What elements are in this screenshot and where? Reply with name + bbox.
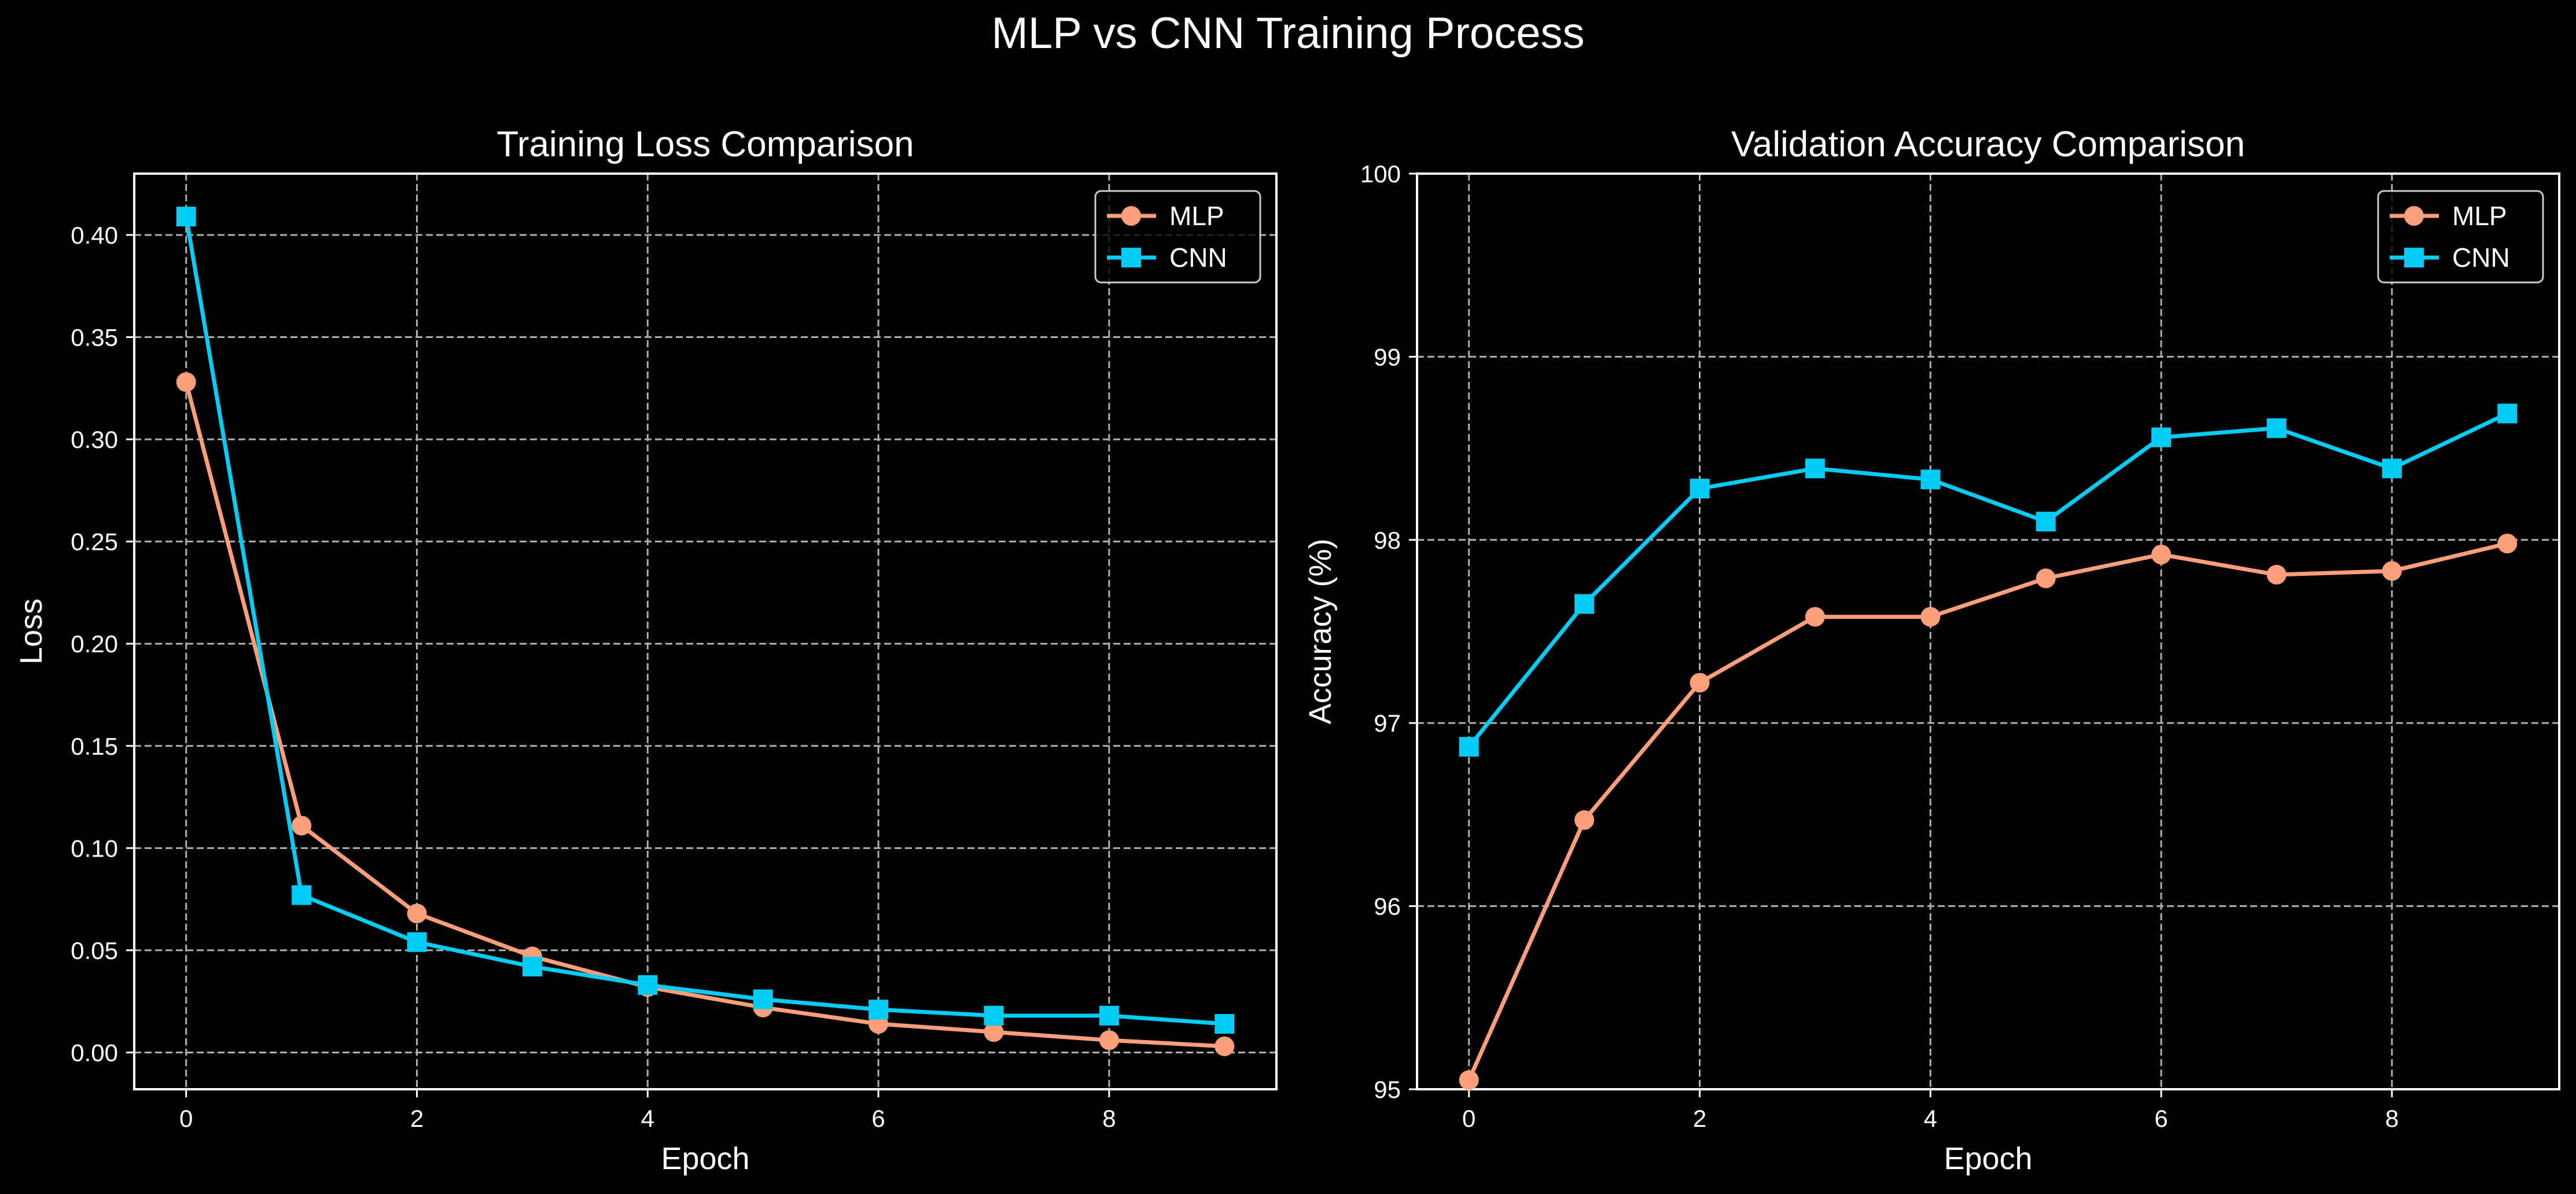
accuracy-cnn-point: [1574, 594, 1595, 614]
loss-x-tick-label: 6: [871, 1105, 885, 1132]
loss-y-tick-label: 0.05: [71, 937, 118, 964]
accuracy-x-tick-label: 8: [2385, 1105, 2398, 1132]
loss-mlp-point: [1215, 1036, 1235, 1056]
loss-mlp-point: [292, 815, 312, 836]
accuracy-x-tick-label: 0: [1462, 1105, 1475, 1132]
loss-legend-cnn-marker: [1121, 248, 1141, 267]
accuracy-mlp-point: [2036, 568, 2056, 589]
loss-y-tick-label: 0.30: [71, 426, 118, 453]
accuracy-cnn-series-line: [1467, 412, 2508, 748]
accuracy-x-tick-label: 6: [2154, 1105, 2167, 1132]
loss-mlp-point: [984, 1022, 1004, 1042]
loss-legend-cnn-label: CNN: [1169, 243, 1227, 273]
accuracy-mlp-point: [1459, 1070, 1479, 1090]
accuracy-mlp-point: [1805, 607, 1825, 627]
loss-y-tick-label: 0.20: [71, 630, 118, 657]
loss-x-tick-label: 2: [410, 1105, 424, 1132]
loss-cnn-point: [984, 1005, 1004, 1026]
accuracy-y-axis-label: Accuracy (%): [1303, 538, 1338, 724]
accuracy-cnn-point: [2151, 427, 2172, 447]
loss-cnn-point: [638, 975, 658, 995]
accuracy-legend-cnn-label: CNN: [2452, 243, 2510, 273]
accuracy-y-tick-label: 98: [1374, 527, 1401, 554]
accuracy-cnn-point: [2382, 458, 2402, 479]
loss-chart-title: Training Loss Comparison: [496, 124, 914, 164]
loss-x-axis-label: Epoch: [661, 1141, 749, 1176]
loss-chart: 0 2 4 6 8 0.00 0.05 0.10 0.15 0.20 0.25 0.30 0.35 0.4…: [14, 124, 1278, 1176]
figure-title: MLP vs CNN Training Process: [992, 9, 1585, 58]
loss-cnn-series-line: [184, 216, 1225, 1026]
loss-x-tick-label: 0: [179, 1105, 193, 1132]
accuracy-y-tick-label: 99: [1374, 343, 1401, 370]
loss-cnn-point: [522, 957, 542, 977]
loss-y-tick-label: 0.15: [71, 733, 118, 760]
accuracy-mlp-point: [1690, 673, 1710, 693]
accuracy-y-tick-label: 96: [1374, 893, 1401, 920]
loss-y-axis-label: Loss: [14, 598, 49, 664]
accuracy-cnn-point: [1690, 479, 1710, 499]
accuracy-cnn-point: [1805, 458, 1825, 479]
accuracy-cnn-point: [1459, 737, 1479, 757]
loss-cnn-point: [292, 885, 312, 905]
loss-axes-frame: [133, 172, 1278, 1090]
loss-mlp-point: [176, 372, 196, 392]
loss-legend-mlp-label: MLP: [1169, 201, 1224, 231]
accuracy-y-tick-label: 100: [1360, 160, 1401, 188]
loss-y-tick-label: 0.10: [71, 835, 118, 862]
loss-cnn-point: [407, 932, 427, 952]
accuracy-cnn-point: [2266, 418, 2287, 438]
accuracy-chart: 0 2 4 6 8 95 96 97 98 99 100 Validation Accuracy Co…: [1303, 124, 2560, 1176]
accuracy-x-tick-label: 4: [1924, 1105, 1937, 1132]
loss-cnn-point: [869, 1000, 889, 1020]
loss-y-tick-label: 0.35: [71, 324, 118, 351]
accuracy-mlp-point: [2382, 561, 2402, 581]
accuracy-y-tick-label: 95: [1374, 1076, 1401, 1103]
accuracy-cnn-point: [1920, 469, 1941, 490]
loss-x-tick-label: 4: [641, 1105, 654, 1132]
loss-cnn-point: [176, 207, 196, 227]
loss-mlp-point: [1099, 1030, 1119, 1050]
loss-x-tick-label: 8: [1102, 1105, 1116, 1132]
accuracy-mlp-point: [1920, 607, 1941, 627]
accuracy-chart-title: Validation Accuracy Comparison: [1731, 124, 2245, 164]
loss-mlp-series-line: [184, 381, 1225, 1049]
accuracy-mlp-point: [2151, 545, 2172, 565]
accuracy-mlp-point: [2266, 564, 2287, 585]
accuracy-mlp-point: [1574, 810, 1595, 830]
accuracy-cnn-point: [2036, 512, 2056, 532]
accuracy-mlp-point: [2497, 534, 2518, 554]
accuracy-legend-mlp-label: MLP: [2452, 201, 2507, 231]
accuracy-x-tick-label: 2: [1693, 1105, 1706, 1132]
loss-legend-mlp-marker: [1121, 206, 1141, 226]
loss-y-tick-label: 0.00: [71, 1039, 118, 1066]
loss-cnn-point: [1215, 1014, 1235, 1034]
accuracy-legend-cnn-marker: [2404, 248, 2424, 267]
accuracy-x-axis-label: Epoch: [1944, 1141, 2032, 1176]
accuracy-y-tick-label: 97: [1374, 710, 1401, 737]
loss-cnn-point: [753, 989, 773, 1009]
loss-y-tick-label: 0.40: [71, 222, 118, 249]
plots-container: 0 2 4 6 8 0.00 0.05 0.10 0.15 0.20 0.25 0.30 0.35 0.4…: [14, 124, 2560, 1176]
loss-y-tick-label: 0.25: [71, 528, 118, 556]
loss-mlp-point: [407, 903, 427, 924]
accuracy-axes-frame: [1416, 172, 2560, 1090]
accuracy-legend-mlp-marker: [2404, 206, 2424, 226]
accuracy-cnn-point: [2497, 403, 2518, 424]
accuracy-legend: MLP CNN: [2377, 190, 2544, 284]
loss-legend: MLP CNN: [1094, 190, 1261, 284]
loss-cnn-point: [1099, 1005, 1119, 1026]
accuracy-mlp-series-line: [1467, 541, 2508, 1081]
